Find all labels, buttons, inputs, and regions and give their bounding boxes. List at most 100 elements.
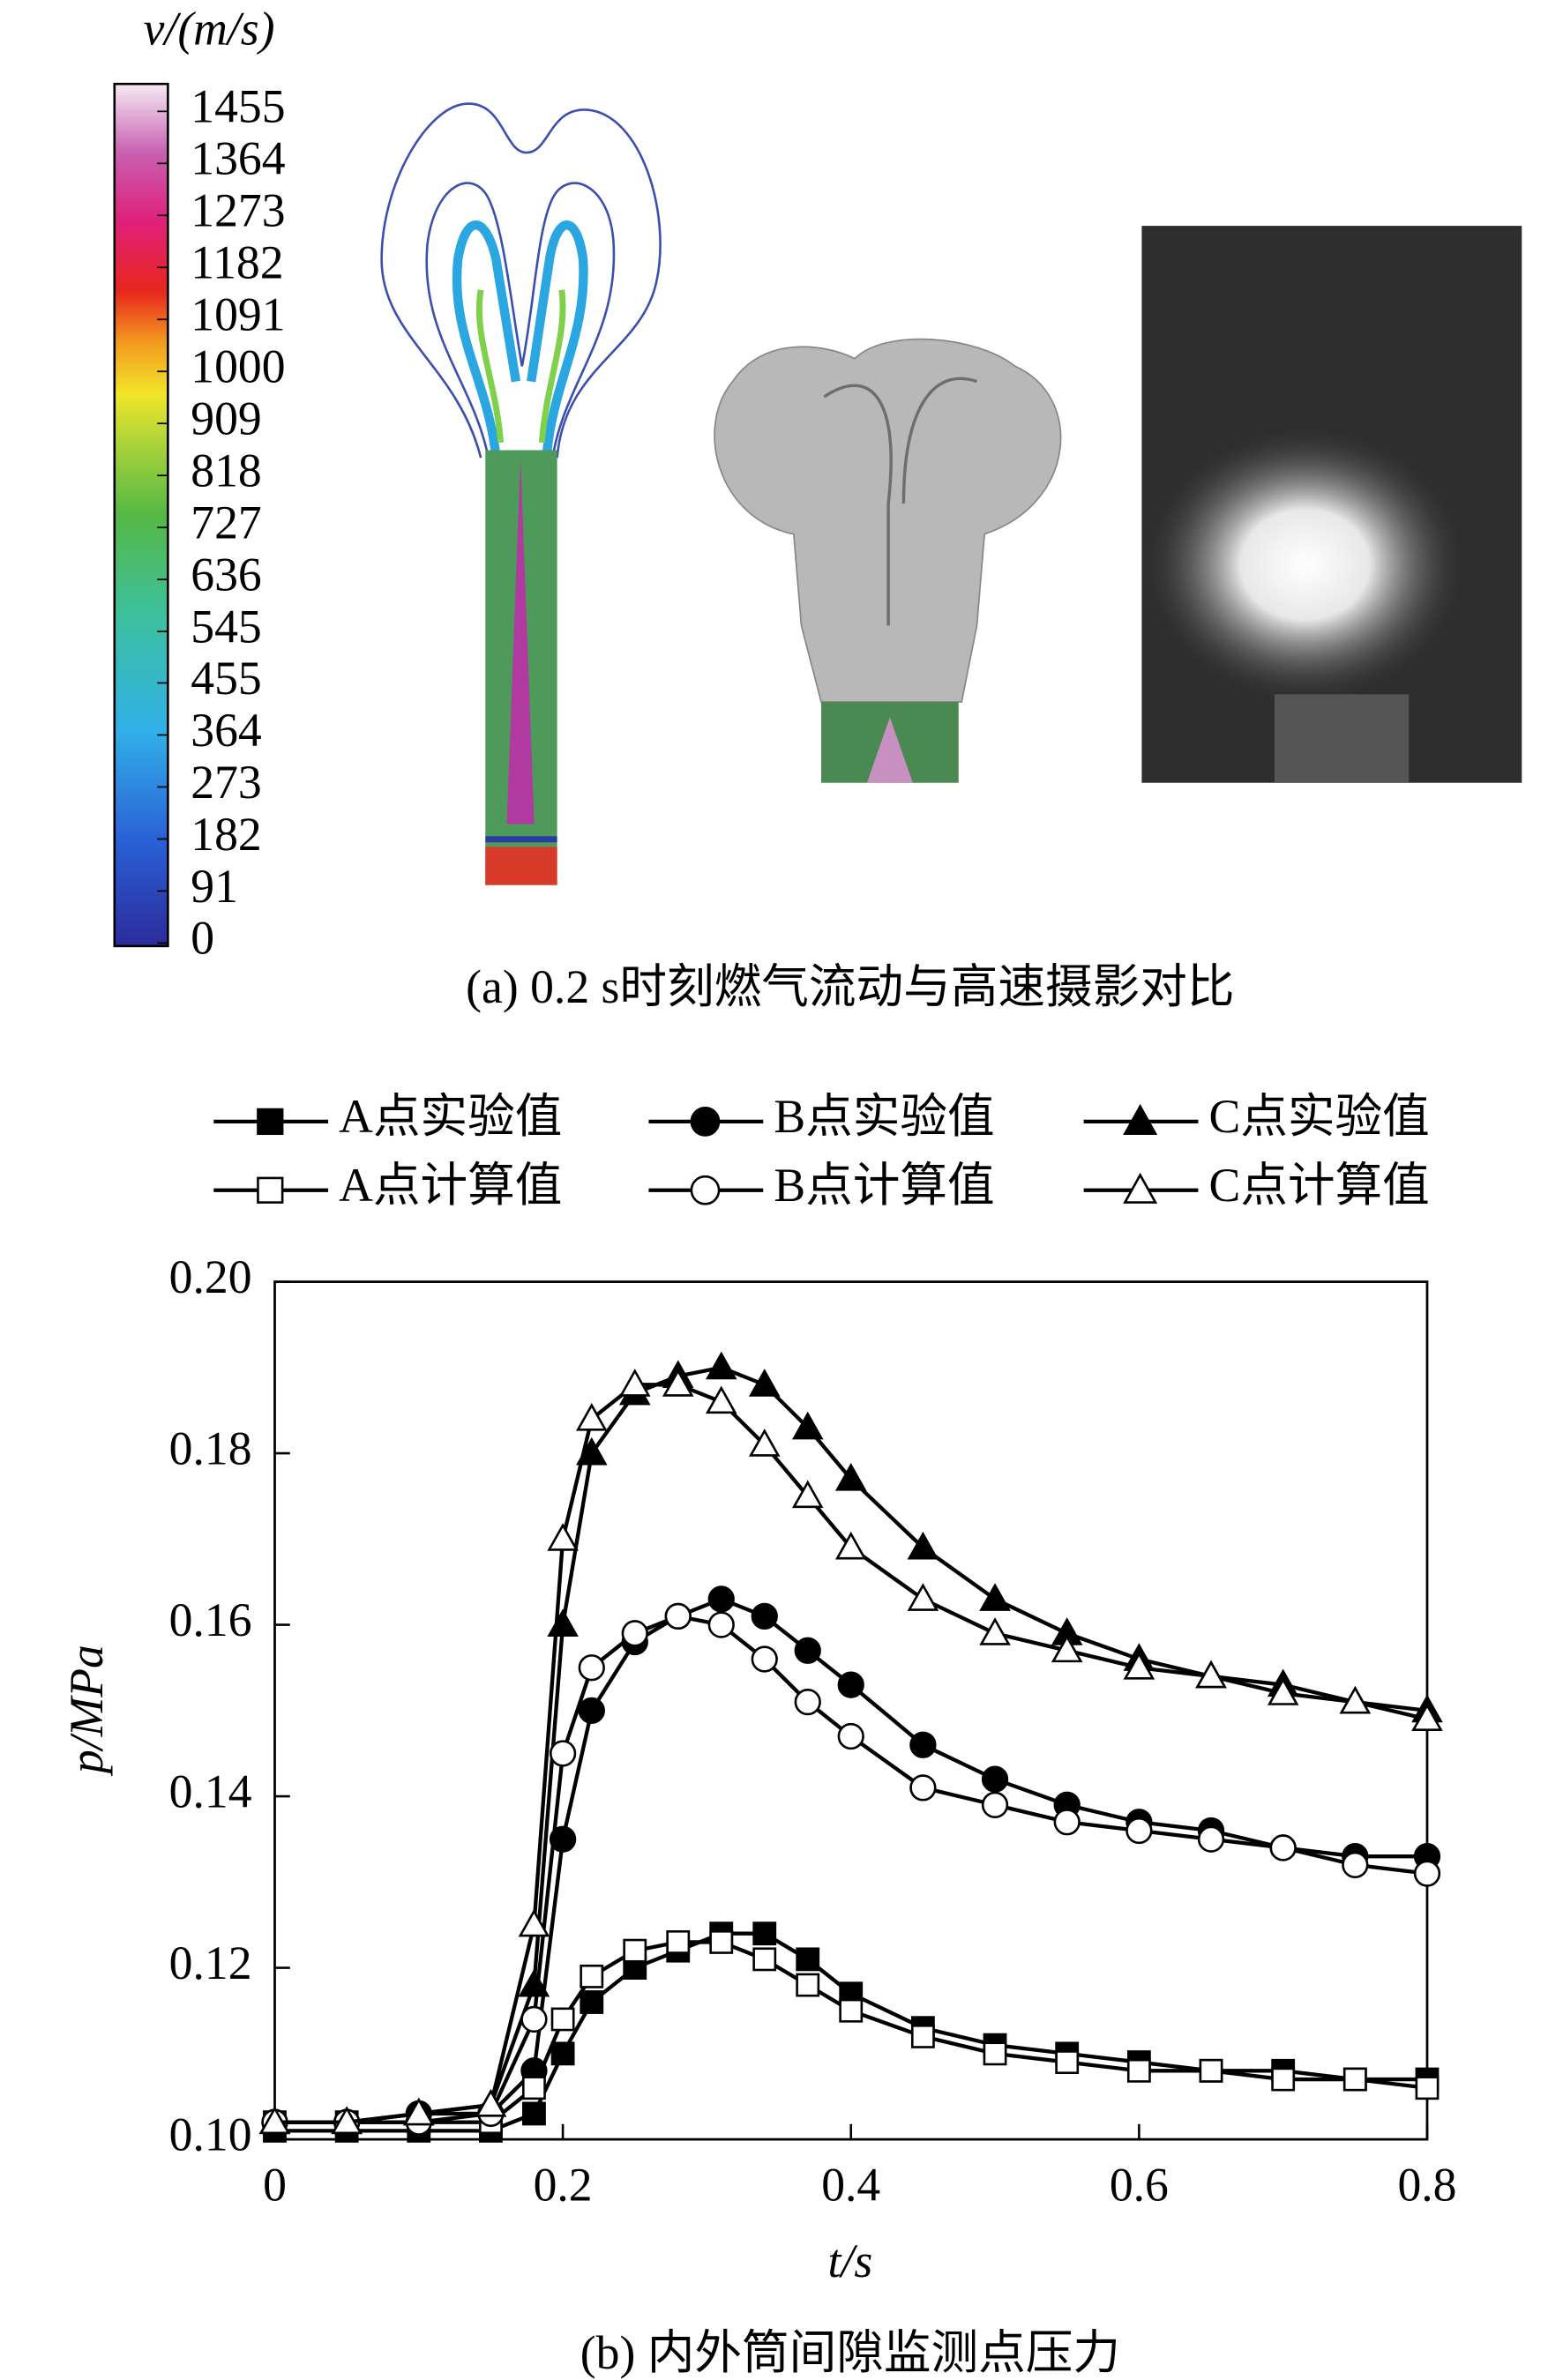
colorbar-tick-label: 1091	[191, 288, 285, 341]
marker	[547, 1523, 579, 1551]
marker	[705, 1385, 737, 1414]
marker	[331, 2106, 363, 2135]
x-axis-label: t/s	[828, 2235, 873, 2287]
marker	[522, 2101, 546, 2126]
marker	[907, 1583, 939, 1611]
marker	[751, 1602, 778, 1630]
marker	[549, 1825, 577, 1853]
colorbar-ticks: 1455136412731182109110009098187276365454…	[157, 80, 286, 965]
marker	[1269, 1834, 1297, 1861]
y-tick-label: 0.12	[169, 1936, 252, 1989]
marker	[979, 1617, 1011, 1645]
colorbar-tick-label: 455	[191, 652, 261, 705]
marker	[1195, 1660, 1227, 1689]
marker	[909, 1731, 937, 1758]
marker	[580, 1964, 604, 1988]
y-tick-label: 0.16	[169, 1593, 252, 1646]
colorbar-tick-label: 1000	[191, 340, 285, 393]
x-tick-label: 0.6	[1110, 2159, 1169, 2212]
marker	[580, 1990, 604, 2014]
marker	[1126, 2058, 1151, 2083]
marker	[834, 1463, 867, 1491]
high-speed-photo	[1141, 226, 1522, 783]
marker	[1413, 1860, 1441, 1887]
marker	[909, 1774, 937, 1802]
legend-marker	[1123, 1103, 1158, 1136]
colorbar-tick-label: 182	[191, 808, 261, 861]
marker	[623, 1938, 647, 1963]
marker	[547, 1608, 579, 1638]
marker	[839, 1998, 864, 2023]
colorbar-tick-label: 0	[191, 912, 214, 965]
marker	[549, 1740, 577, 1767]
colorbar-tick-label: 1182	[191, 236, 283, 289]
legend-marker	[690, 1107, 721, 1137]
caption-b: (b) 内外筒间隙监测点压力	[580, 2326, 1120, 2379]
x-tick-label: 0.2	[534, 2159, 593, 2212]
marker	[794, 1637, 821, 1664]
x-tick-label: 0.4	[821, 2159, 880, 2212]
y-tick-label: 0.20	[169, 1250, 252, 1303]
marker	[666, 1930, 691, 1954]
caption-a: (a) 0.2 s时刻燃气流动与高速摄影对比	[466, 960, 1234, 1013]
marker	[1051, 1634, 1083, 1663]
marker	[518, 1908, 550, 1937]
marker	[752, 1921, 777, 1946]
flow-contour	[380, 102, 662, 885]
marker	[907, 1531, 939, 1560]
colorbar-tick-label: 1364	[191, 132, 285, 185]
colorbar-tick-label: 91	[191, 860, 238, 913]
marker	[1411, 1703, 1443, 1731]
legend-label: C点实验值	[1209, 1090, 1430, 1143]
panel-a: v/(m/s) 14551364127311821091100090981872…	[113, 2, 1522, 1013]
marker	[707, 1585, 735, 1613]
marker	[1123, 1651, 1155, 1680]
marker	[834, 1531, 867, 1560]
marker	[796, 1973, 820, 1997]
legend-label: A点实验值	[339, 1090, 562, 1143]
marker	[796, 1947, 820, 1972]
y-axis-label: p/MPa	[60, 1645, 113, 1777]
marker	[1267, 1677, 1299, 1705]
marker	[550, 2041, 575, 2066]
marker	[709, 1930, 734, 1954]
marker	[621, 1620, 648, 1647]
colorbar-tick-label: 727	[191, 496, 261, 549]
colorbar-tick-label: 1455	[191, 80, 285, 133]
marker	[1197, 1825, 1225, 1853]
marker	[910, 2024, 935, 2048]
legend-label: B点实验值	[774, 1090, 994, 1143]
marker	[751, 1645, 778, 1673]
y-tick-label: 0.10	[169, 2108, 252, 2160]
legend-marker	[690, 1175, 721, 1205]
marker	[618, 1369, 651, 1397]
marker	[1055, 2050, 1080, 2074]
marker	[403, 2097, 435, 2126]
marker	[752, 1947, 777, 1972]
marker	[748, 1369, 781, 1397]
marker	[791, 1480, 824, 1509]
marker	[791, 1411, 824, 1440]
flow-render	[714, 338, 1062, 783]
marker	[707, 1611, 735, 1638]
marker	[1339, 1685, 1372, 1714]
x-tick-label: 0.8	[1397, 2159, 1456, 2212]
marker	[520, 2005, 548, 2033]
marker	[981, 1791, 1009, 1818]
legend-label: C点计算值	[1209, 1159, 1430, 1212]
marker	[705, 1351, 737, 1380]
marker	[1199, 2058, 1223, 2083]
colorbar-tick-label: 909	[191, 392, 261, 445]
marker	[837, 1722, 864, 1750]
marker	[522, 2076, 546, 2100]
marker	[794, 1688, 821, 1716]
colorbar-tick-label: 273	[191, 756, 261, 809]
marker	[475, 2088, 507, 2117]
colorbar-title: v/(m/s)	[144, 2, 275, 55]
marker	[1053, 1809, 1081, 1836]
marker	[1415, 2076, 1440, 2100]
series-line	[274, 1940, 1428, 2124]
marker	[575, 1402, 608, 1431]
